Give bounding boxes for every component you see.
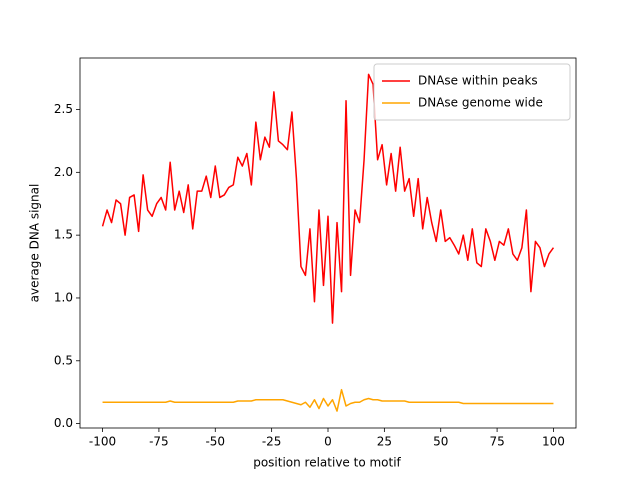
x-tick-label: -100 — [89, 435, 116, 449]
x-tick-label: 50 — [433, 435, 448, 449]
series-line — [101, 73, 555, 324]
y-tick-label: 1.0 — [54, 290, 73, 304]
x-tick-label: 0 — [324, 435, 332, 449]
x-tick-label: 75 — [489, 435, 504, 449]
x-tick-label: 25 — [377, 435, 392, 449]
y-tick-label: 2.0 — [54, 165, 73, 179]
y-tick-label: 1.5 — [54, 228, 73, 242]
x-tick-label: 100 — [542, 435, 565, 449]
plot-frame — [79, 57, 577, 429]
legend-box — [373, 63, 571, 121]
series-line — [102, 388, 554, 412]
legend-label: DNAse genome wide — [418, 96, 543, 110]
x-tick-label: -75 — [149, 435, 169, 449]
legend-label: DNAse within peaks — [418, 74, 538, 88]
y-tick-label: 2.5 — [54, 102, 73, 116]
x-tick-label: -25 — [262, 435, 282, 449]
x-axis-label: position relative to motif — [253, 456, 401, 470]
y-tick-label: 0.0 — [54, 416, 73, 430]
x-tick-label: -50 — [205, 435, 225, 449]
y-axis-label: average DNA signal — [28, 184, 42, 303]
y-tick-label: 0.5 — [54, 353, 73, 367]
